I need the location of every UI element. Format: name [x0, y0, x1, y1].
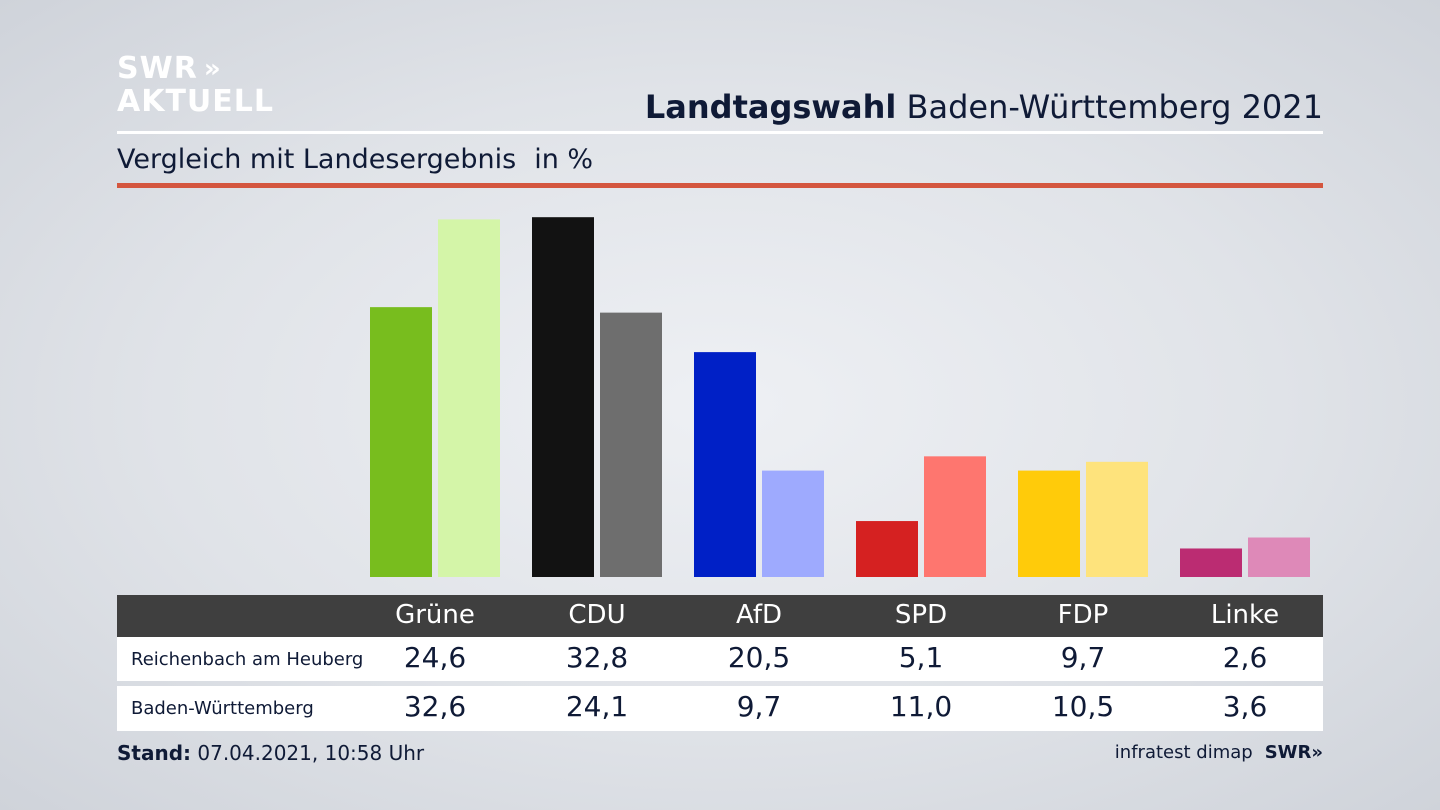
table-cell: 32,6 — [403, 690, 467, 723]
bar-grne-local — [370, 307, 432, 577]
column-header: Grüne — [395, 600, 475, 630]
logo-line1: SWR — [117, 51, 198, 86]
table-cell: 5,1 — [898, 641, 944, 674]
accent-divider — [117, 183, 1323, 188]
column-header: FDP — [1057, 600, 1109, 630]
title-rest: Baden-Württemberg 2021 — [896, 88, 1324, 126]
bar-cdu-local — [532, 217, 594, 577]
column-header: SPD — [894, 600, 948, 630]
logo-line2: AKTUELL — [117, 84, 275, 119]
subtitle: Vergleich mit Landesergebnis in % — [117, 144, 593, 175]
subtitle-text: Vergleich mit Landesergebnis — [117, 144, 517, 175]
bar-linke-local — [1180, 548, 1242, 577]
table-cell: 3,6 — [1222, 690, 1268, 723]
source-text: infratest dimap — [1114, 742, 1253, 763]
results-table: Grüne CDU AfD SPD FDP Linke Reichenbach am He… — [117, 595, 1323, 731]
table-row: Reichenbach am Heuberg 24,6 32,8 20,5 5,1 9,… — [117, 637, 1323, 681]
unit-label: in % — [534, 144, 594, 175]
column-header: AfD — [735, 600, 783, 630]
swr-brand: SWR» — [1264, 742, 1323, 763]
table-cell: 9,7 — [736, 690, 782, 723]
swr-aktuell-logo: SWR» AKTUELL — [117, 54, 274, 117]
table-cell: 9,7 — [1060, 641, 1106, 674]
bar-linke-state — [1248, 537, 1310, 577]
bar-afd-local — [694, 352, 756, 577]
bar-fdp-state — [1086, 461, 1148, 577]
table-cell: 24,1 — [565, 690, 629, 723]
table-header: Grüne CDU AfD SPD FDP Linke — [117, 595, 1323, 637]
title-divider — [117, 131, 1323, 134]
table-row: Baden-Württemberg 32,6 24,1 9,7 11,0 10,5 3,6 — [117, 686, 1323, 731]
table-cell: 24,6 — [403, 641, 467, 674]
bar-spd-state — [924, 456, 986, 577]
table-cell: 32,8 — [565, 641, 629, 674]
timestamp: Stand: 07.04.2021, 10:58 Uhr — [117, 741, 424, 765]
bar-fdp-local — [1018, 470, 1080, 577]
stand-label: Stand: — [117, 741, 192, 765]
row-label: Baden-Württemberg — [131, 698, 314, 719]
source-credit: infratest dimap SWR» — [1115, 742, 1323, 763]
bar-cdu-state — [600, 312, 662, 577]
stand-value: 07.04.2021, 10:58 Uhr — [191, 741, 425, 765]
page-title: Landtagswahl Baden-Württemberg 2021 — [645, 88, 1323, 126]
bar-afd-state — [762, 470, 824, 577]
title-bold: Landtagswahl — [644, 88, 897, 126]
column-header: Linke — [1210, 600, 1280, 630]
column-header: CDU — [568, 600, 626, 630]
table-cell: 10,5 — [1051, 690, 1115, 723]
table-cell: 2,6 — [1222, 641, 1268, 674]
bar-grne-state — [438, 219, 500, 577]
row-label: Reichenbach am Heuberg — [131, 649, 364, 670]
table-cell: 11,0 — [889, 690, 953, 723]
table-cell: 20,5 — [727, 641, 791, 674]
bar-spd-local — [856, 521, 918, 577]
